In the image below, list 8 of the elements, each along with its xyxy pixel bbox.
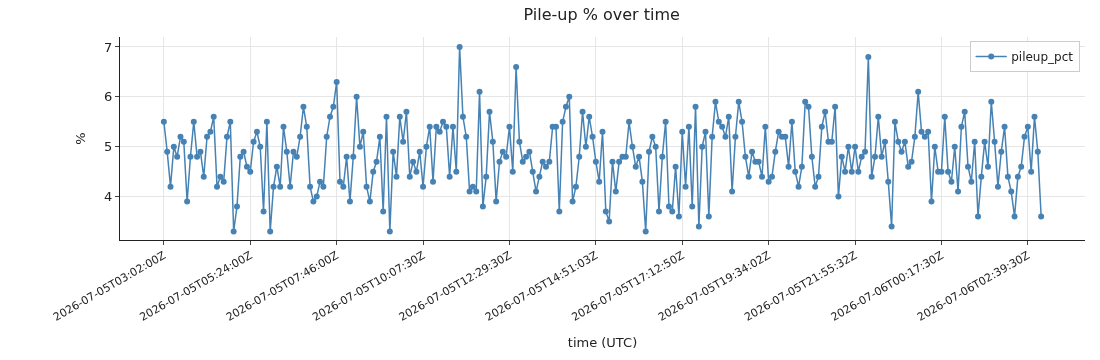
y-tick-label: 5: [104, 139, 113, 155]
y-axis-title: %: [73, 132, 89, 145]
chart-title: Pile-up % over time: [523, 5, 680, 25]
x-axis-title: time (UTC): [567, 335, 638, 351]
y-tick-label: 6: [104, 89, 113, 105]
y-tick-label: 7: [104, 39, 113, 55]
legend-label: pileup_pct: [1011, 50, 1074, 65]
y-tick-label: 4: [104, 189, 113, 205]
